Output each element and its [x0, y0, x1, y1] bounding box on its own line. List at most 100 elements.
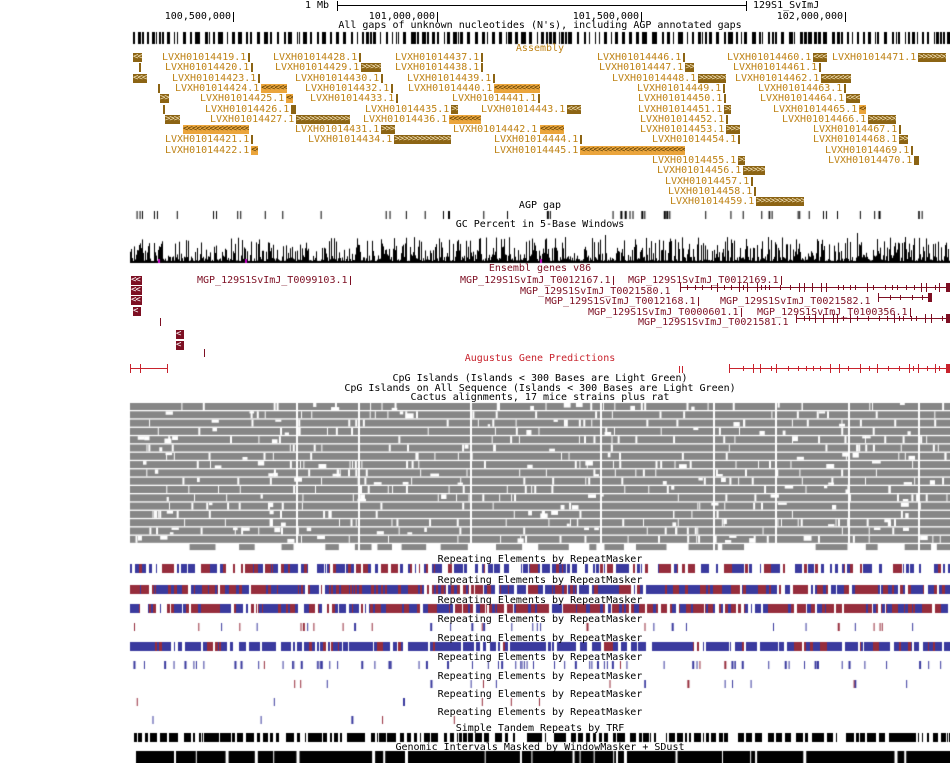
ensembl-gene-structure[interactable]: [796, 314, 950, 323]
augustus-gene-segment[interactable]: [130, 364, 168, 373]
assembly-contig-label[interactable]: LVXH01014436.1: [363, 114, 448, 125]
augustus-gene-structure[interactable]: [729, 364, 950, 373]
assembly-contig-tick[interactable]: [391, 84, 394, 93]
assembly-contig-label[interactable]: LVXH01014432.1: [305, 83, 390, 94]
assembly-contig-box-reverse[interactable]: <<<<<: [133, 74, 147, 83]
assembly-contig-box-reverse[interactable]: <<<<<<<: [540, 125, 565, 134]
assembly-contig-label[interactable]: LVXH01014425.1: [200, 93, 285, 104]
assembly-contig-label[interactable]: LVXH01014446.1: [597, 52, 682, 63]
track-title-all-gaps[interactable]: All gaps of unknown nucleotides (N's), i…: [338, 20, 742, 31]
assembly-contig-tick[interactable]: [754, 187, 757, 196]
assembly-contig-box-forward[interactable]: >>>>>: [726, 125, 741, 134]
assembly-contig-box-forward[interactable]: >>>>: [160, 94, 169, 103]
assembly-contig-label[interactable]: LVXH01014429.1: [275, 62, 360, 73]
ensembl-transcript-label[interactable]: MGP_129S1SvImJ_T0021580.1: [520, 286, 671, 297]
assembly-contig-tick[interactable]: [481, 63, 484, 72]
assembly-contig-label[interactable]: LVXH01014427.1: [210, 114, 295, 125]
ensembl-partial-gene-glyph[interactable]: <<: [131, 296, 142, 305]
assembly-contig-box-reverse[interactable]: <<<<: [133, 53, 142, 62]
assembly-contig-box-forward[interactable]: >>>: [451, 105, 459, 114]
ensembl-item-tick[interactable]: [204, 349, 205, 357]
assembly-contig-label[interactable]: LVXH01014453.1: [640, 124, 725, 135]
assembly-contig-tick[interactable]: [493, 74, 496, 83]
assembly-contig-label[interactable]: LVXH01014466.1: [782, 114, 867, 125]
track-title-repeatmasker-2[interactable]: Repeating Elements by RepeatMasker: [437, 575, 643, 586]
assembly-contig-label[interactable]: LVXH01014448.1: [612, 73, 697, 84]
assembly-contig-label[interactable]: LVXH01014457.1: [665, 176, 750, 187]
assembly-contig-box-reverse[interactable]: <<<<<<<<<<<<<: [494, 84, 541, 93]
ensembl-transcript-tick[interactable]: [740, 308, 742, 317]
ensembl-transcript-tick[interactable]: [697, 297, 699, 306]
assembly-contig-label[interactable]: LVXH01014459.1: [670, 196, 755, 207]
assembly-contig-tick[interactable]: [251, 63, 254, 72]
track-title-repeatmasker-3[interactable]: Repeating Elements by RepeatMasker: [437, 595, 643, 606]
track-title-gc-percent[interactable]: GC Percent in 5-Base Windows: [455, 219, 625, 230]
assembly-contig-box-reverse[interactable]: <<<<<<<<<: [821, 74, 852, 83]
assembly-contig-box-reverse[interactable]: <<<<<<<<: [261, 84, 288, 93]
assembly-contig-label[interactable]: LVXH01014447.1: [599, 62, 684, 73]
track-title-repeatmasker-8[interactable]: Repeating Elements by RepeatMasker: [437, 689, 643, 700]
assembly-contig-box[interactable]: [914, 156, 920, 165]
assembly-contig-box-reverse[interactable]: <<<<<: [567, 105, 582, 114]
assembly-contig-tick[interactable]: [381, 74, 384, 83]
assembly-contig-label[interactable]: LVXH01014470.1: [828, 155, 913, 166]
ensembl-transcript-label[interactable]: MGP_129S1SvImJ_T0100356.1: [757, 307, 908, 318]
augustus-tick[interactable]: [679, 366, 680, 373]
assembly-contig-label[interactable]: LVXH01014426.1: [205, 104, 290, 115]
track-title-augustus[interactable]: Augustus Gene Predictions: [464, 353, 616, 364]
assembly-contig-label[interactable]: LVXH01014423.1: [172, 73, 257, 84]
assembly-contig-label[interactable]: LVXH01014419.1: [162, 52, 247, 63]
assembly-contig-tick[interactable]: [751, 177, 754, 186]
assembly-contig-label[interactable]: LVXH01014430.1: [295, 73, 380, 84]
assembly-contig-label[interactable]: LVXH01014437.1: [395, 52, 480, 63]
assembly-contig-label[interactable]: LVXH01014445.1: [494, 145, 579, 156]
ensembl-transcript-label[interactable]: MGP_129S1SvImJ_T0021581.1: [638, 317, 789, 328]
assembly-contig-box-reverse[interactable]: <<<: [251, 146, 259, 155]
assembly-contig-box-forward[interactable]: >>>: [724, 105, 732, 114]
assembly-contig-label[interactable]: LVXH01014452.1: [640, 114, 725, 125]
ensembl-partial-gene-glyph[interactable]: <: [176, 341, 184, 350]
assembly-contig-box-forward[interactable]: >>>: [738, 156, 746, 165]
assembly-contig-tick[interactable]: [396, 94, 399, 103]
assembly-contig-label[interactable]: LVXH01014468.1: [813, 134, 898, 145]
assembly-contig-label[interactable]: LVXH01014433.1: [310, 93, 395, 104]
assembly-contig-tick[interactable]: [163, 105, 165, 114]
ensembl-transcript-label[interactable]: MGP_129S1SvImJ_T0012168.1: [545, 296, 696, 307]
assembly-contig-label[interactable]: LVXH01014469.1: [825, 145, 910, 156]
assembly-contig-label[interactable]: LVXH01014441.1: [452, 93, 537, 104]
ensembl-gene-structure[interactable]: [680, 283, 950, 292]
assembly-contig-tick[interactable]: [538, 94, 541, 103]
assembly-contig-label[interactable]: LVXH01014440.1: [408, 83, 493, 94]
ensembl-transcript-tick[interactable]: [780, 276, 782, 285]
assembly-contig-box-reverse[interactable]: <<<<<<<<<<<<<<<<<<: [183, 125, 249, 134]
track-title-cpg-islands-all[interactable]: CpG Islands on All Sequence (Islands < 3…: [344, 383, 736, 394]
assembly-contig-label[interactable]: LVXH01014422.1: [165, 145, 250, 156]
assembly-contig-label[interactable]: LVXH01014456.1: [657, 165, 742, 176]
assembly-contig-box-reverse[interactable]: <<<: [286, 94, 294, 103]
assembly-contig-label[interactable]: LVXH01014461.1: [733, 62, 818, 73]
ensembl-transcript-label[interactable]: MGP_129S1SvImJ_T0012167.1: [460, 275, 611, 286]
assembly-contig-box-forward[interactable]: >>>>>>>: [743, 166, 766, 175]
ensembl-partial-gene-glyph[interactable]: <: [176, 330, 184, 339]
assembly-contig-label[interactable]: LVXH01014451.1: [638, 104, 723, 115]
assembly-contig-box-reverse[interactable]: <<<<<<<<<<<<<<<<<<<<<<<<<<<<: [580, 146, 686, 155]
ensembl-gene-structure[interactable]: [878, 293, 932, 302]
ensembl-item-tick[interactable]: [160, 318, 161, 326]
assembly-contig-box-forward[interactable]: >>>>>>>>: [868, 115, 897, 124]
assembly-contig-label[interactable]: LVXH01014442.1: [453, 124, 538, 135]
assembly-contig-label[interactable]: LVXH01014420.1: [165, 62, 250, 73]
assembly-contig-label[interactable]: LVXH01014464.1: [760, 93, 845, 104]
assembly-contig-tick[interactable]: [359, 53, 362, 62]
assembly-contig-label[interactable]: LVXH01014467.1: [813, 124, 898, 135]
assembly-contig-label[interactable]: LVXH01014428.1: [273, 52, 358, 63]
ensembl-partial-gene-glyph[interactable]: <<: [131, 276, 142, 285]
assembly-contig-label[interactable]: LVXH01014471.1: [832, 52, 917, 63]
assembly-contig-box-forward[interactable]: >>>>>>>>>>>>>: [756, 197, 805, 206]
track-title-repeatmasker-6[interactable]: Repeating Elements by RepeatMasker: [437, 652, 643, 663]
assembly-contig-tick[interactable]: [724, 94, 727, 103]
ensembl-transcript-tick[interactable]: [612, 276, 614, 285]
track-title-repeatmasker-4[interactable]: Repeating Elements by RepeatMasker: [437, 614, 643, 625]
assembly-contig-box-forward[interactable]: >>>>>>: [361, 63, 382, 72]
ensembl-transcript-label[interactable]: MGP_129S1SvImJ_T0021582.1: [720, 296, 871, 307]
ensembl-transcript-label[interactable]: MGP_129S1SvImJ_T0012169.1: [628, 275, 779, 286]
